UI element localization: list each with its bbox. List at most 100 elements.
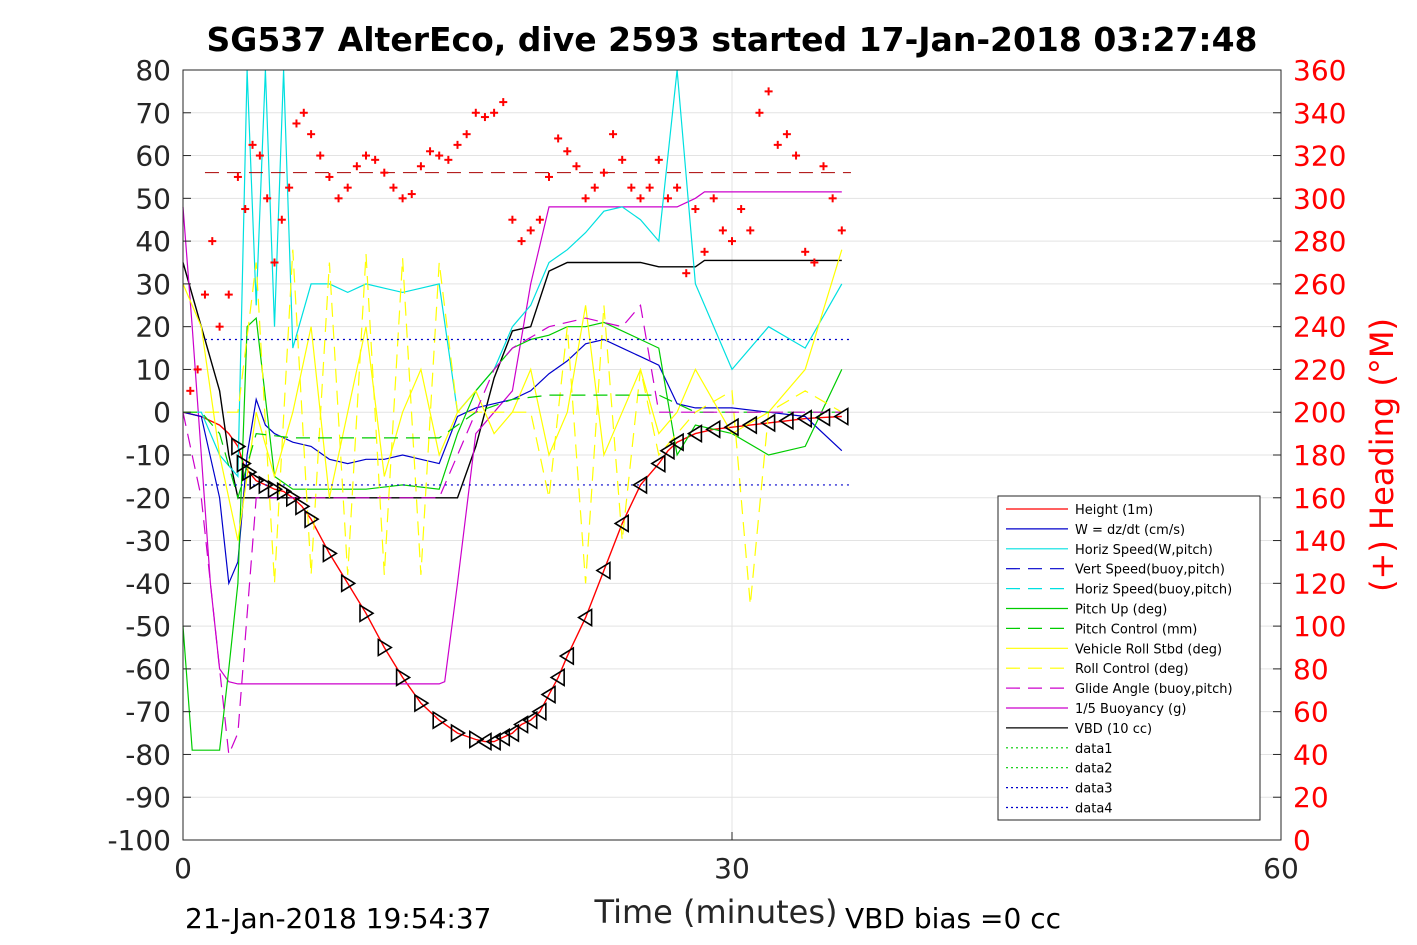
y-right-tick-label: 0 bbox=[1293, 824, 1311, 857]
heading-point bbox=[334, 194, 343, 203]
legend-item: data3 bbox=[1006, 782, 1113, 797]
heading-point bbox=[508, 215, 517, 224]
height-marker bbox=[395, 668, 412, 687]
height-marker bbox=[258, 475, 274, 495]
height-marker bbox=[558, 646, 575, 666]
heading-point bbox=[343, 183, 352, 192]
height-marker bbox=[295, 496, 311, 516]
heading-point bbox=[700, 247, 709, 256]
series-w-dz-dt-cm-s- bbox=[182, 338, 843, 586]
heading-point bbox=[248, 140, 257, 149]
heading-point bbox=[352, 162, 361, 171]
height-marker bbox=[650, 454, 666, 473]
height-marker bbox=[595, 561, 611, 580]
height-marker bbox=[668, 432, 684, 452]
heading-point bbox=[398, 194, 407, 203]
y-right-tick-label: 280 bbox=[1293, 225, 1346, 258]
y-tick-label: -50 bbox=[125, 610, 171, 643]
legend-box bbox=[997, 495, 1261, 821]
y-right-tick-label: 100 bbox=[1293, 610, 1346, 643]
heading-point bbox=[285, 183, 294, 192]
height-marker bbox=[540, 685, 556, 704]
y-right-tick-label: 180 bbox=[1293, 439, 1346, 472]
legend-label: Roll Control (deg) bbox=[1075, 662, 1189, 677]
height-marker bbox=[450, 723, 467, 743]
heading-point bbox=[663, 194, 672, 203]
legend-item: Height (1m) bbox=[1006, 503, 1153, 518]
y-right-tick-label: 200 bbox=[1293, 396, 1346, 429]
legend-item: Glide Angle (buoy,pitch) bbox=[1006, 682, 1233, 697]
footer-vbd-bias: VBD bias =0 cc bbox=[845, 902, 1061, 935]
heading-point bbox=[645, 183, 654, 192]
y-right-tick-label: 60 bbox=[1293, 696, 1329, 729]
height-marker bbox=[705, 419, 721, 439]
y-tick-label: 0 bbox=[153, 396, 171, 429]
y-tick-label: 10 bbox=[135, 353, 171, 386]
y-right-tick-label: 260 bbox=[1293, 268, 1346, 301]
y-tick-label: -100 bbox=[107, 824, 171, 857]
legend-item: VBD (10 cc) bbox=[1006, 722, 1152, 737]
y-tick-label: 20 bbox=[135, 311, 171, 344]
heading-point bbox=[764, 87, 773, 96]
y-right-tick-label: 40 bbox=[1293, 738, 1329, 771]
heading-point bbox=[755, 108, 764, 117]
heading-point bbox=[444, 155, 453, 164]
heading-point bbox=[581, 194, 590, 203]
height-marker bbox=[322, 543, 338, 563]
y-right-tick-label: 140 bbox=[1293, 525, 1346, 558]
heading-point bbox=[435, 151, 444, 160]
height-marker bbox=[468, 730, 485, 749]
heading-point bbox=[307, 130, 316, 139]
legend: Height (1m) W = dz/dt (cm/s) Horiz Speed(W… bbox=[997, 495, 1261, 821]
x-tick-label: 0 bbox=[174, 852, 192, 885]
legend-item: Horiz Speed(W,pitch) bbox=[1006, 543, 1213, 558]
height-marker bbox=[236, 454, 252, 473]
height-marker bbox=[267, 479, 284, 499]
height-marker bbox=[814, 407, 831, 427]
legend-label: data3 bbox=[1075, 782, 1113, 797]
y-tick-label: -10 bbox=[125, 439, 171, 472]
y-axis-right: 3603403203002802602402202001801601401201… bbox=[1273, 54, 1346, 857]
heading-point bbox=[277, 215, 286, 224]
heading-point bbox=[224, 290, 233, 299]
chart-title: SG537 AlterEco, dive 2593 started 17-Jan… bbox=[206, 20, 1257, 59]
legend-item: W = dz/dt (cm/s) bbox=[1006, 523, 1185, 538]
heading-point bbox=[490, 108, 499, 117]
y-tick-label: 30 bbox=[135, 268, 171, 301]
heading-point bbox=[362, 151, 370, 160]
height-marker bbox=[686, 424, 703, 444]
height-markers bbox=[231, 407, 849, 752]
legend-label: Vehicle Roll Stbd (deg) bbox=[1075, 642, 1222, 657]
legend-label: Horiz Speed(buoy,pitch) bbox=[1075, 583, 1232, 598]
legend-label: data4 bbox=[1075, 802, 1113, 817]
heading-point bbox=[535, 215, 544, 224]
height-marker bbox=[760, 413, 776, 433]
height-marker bbox=[285, 488, 302, 508]
heading-point bbox=[627, 183, 636, 192]
height-marker bbox=[796, 409, 813, 429]
height-marker bbox=[577, 608, 593, 627]
heading-point bbox=[299, 108, 308, 117]
y-right-tick-label: 80 bbox=[1293, 653, 1329, 686]
heading-point bbox=[407, 190, 416, 199]
heading-point bbox=[325, 172, 334, 181]
y-right-tick-label: 240 bbox=[1293, 311, 1346, 344]
legend-item: data1 bbox=[1006, 742, 1113, 757]
heading-point bbox=[746, 226, 755, 235]
heading-point bbox=[186, 386, 195, 395]
legend-item: Vert Speed(buoy,pitch) bbox=[1006, 563, 1225, 578]
heading-point bbox=[471, 108, 480, 117]
height-marker bbox=[631, 475, 648, 495]
height-marker bbox=[723, 417, 739, 437]
heading-point bbox=[389, 183, 398, 192]
heading-point bbox=[545, 172, 553, 181]
y-right-tick-label: 360 bbox=[1293, 54, 1346, 87]
series-vehicle-roll-stbd-deg- bbox=[182, 249, 843, 541]
height-marker bbox=[513, 715, 529, 734]
heading-point bbox=[526, 226, 535, 235]
legend-item: 1/5 Buoyancy (g) bbox=[1006, 702, 1186, 717]
heading-point bbox=[819, 162, 828, 171]
legend-label: Pitch Up (deg) bbox=[1075, 603, 1167, 618]
series-roll-control-deg- bbox=[183, 249, 843, 605]
